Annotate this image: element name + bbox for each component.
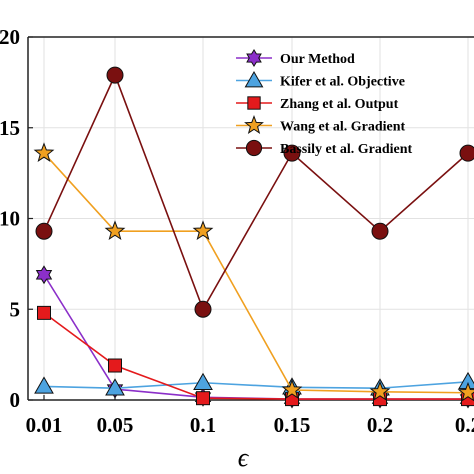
legend-entry: Wang et al. Gradient <box>236 115 406 135</box>
series-zhang-et-al-output <box>37 305 474 407</box>
series-line <box>43 312 468 400</box>
legend-entry: Bassily et al. Gradient <box>236 139 413 157</box>
data-point <box>108 358 122 373</box>
series-bassily-et-al-gradient <box>35 66 474 318</box>
data-point <box>283 144 301 162</box>
y-tick-label: 5 <box>10 297 21 321</box>
data-point <box>371 222 389 240</box>
x-tick-label: 0.01 <box>26 413 63 437</box>
legend-label: Zhang et al. Output <box>280 97 399 112</box>
legend-marker <box>246 48 262 68</box>
data-point <box>196 391 210 406</box>
grid <box>28 36 474 401</box>
legend-label: Bassily et al. Gradient <box>280 142 413 157</box>
data-point <box>369 380 391 401</box>
series-line <box>43 381 469 390</box>
legend-label: Our Method <box>280 52 355 67</box>
x-tick-label: 0.2 <box>455 413 474 437</box>
y-tick-label: 15 <box>0 116 20 140</box>
y-tick-label: 0 <box>10 388 21 412</box>
axes: 0 5 10 15 20 0.01 0.05 0.1 0.15 0.2 0.2 <box>0 25 474 437</box>
series-line <box>43 274 468 400</box>
series-layer <box>33 66 474 409</box>
x-tick-label: 0.2 <box>367 413 393 437</box>
x-tick-label: 0.1 <box>190 413 216 437</box>
data-point <box>34 376 54 394</box>
y-tick-label: 10 <box>0 207 20 231</box>
data-point <box>105 378 125 396</box>
legend-marker <box>247 96 261 110</box>
data-point <box>37 305 51 320</box>
legend: Our Method Kifer et al. Objective Zhang et… <box>236 48 413 157</box>
data-point <box>193 372 213 391</box>
data-point <box>281 379 303 399</box>
series-wang-et-al-gradient <box>33 142 474 402</box>
data-point <box>457 381 474 402</box>
legend-label: Wang et al. Gradient <box>280 120 406 135</box>
x-axis-title: ϵ <box>238 443 250 472</box>
data-point <box>459 144 474 162</box>
data-point <box>33 142 55 163</box>
data-point <box>35 265 53 285</box>
legend-marker <box>244 70 264 88</box>
x-tick-label: 0.05 <box>97 413 134 437</box>
data-point <box>35 222 53 240</box>
data-point <box>104 220 126 241</box>
y-tick-label: 20 <box>0 25 20 49</box>
data-point <box>106 66 124 84</box>
x-tick-label: 0.15 <box>274 413 311 437</box>
legend-entry: Our Method <box>236 48 355 68</box>
legend-marker <box>245 139 263 157</box>
legend-label: Kifer et al. Objective <box>280 75 405 90</box>
data-point <box>192 220 214 241</box>
legend-marker <box>244 115 264 134</box>
series-line <box>43 152 469 394</box>
data-point <box>194 300 212 318</box>
series-line <box>43 73 469 312</box>
legend-entry: Zhang et al. Output <box>236 96 399 112</box>
legend-entry: Kifer et al. Objective <box>236 70 405 90</box>
